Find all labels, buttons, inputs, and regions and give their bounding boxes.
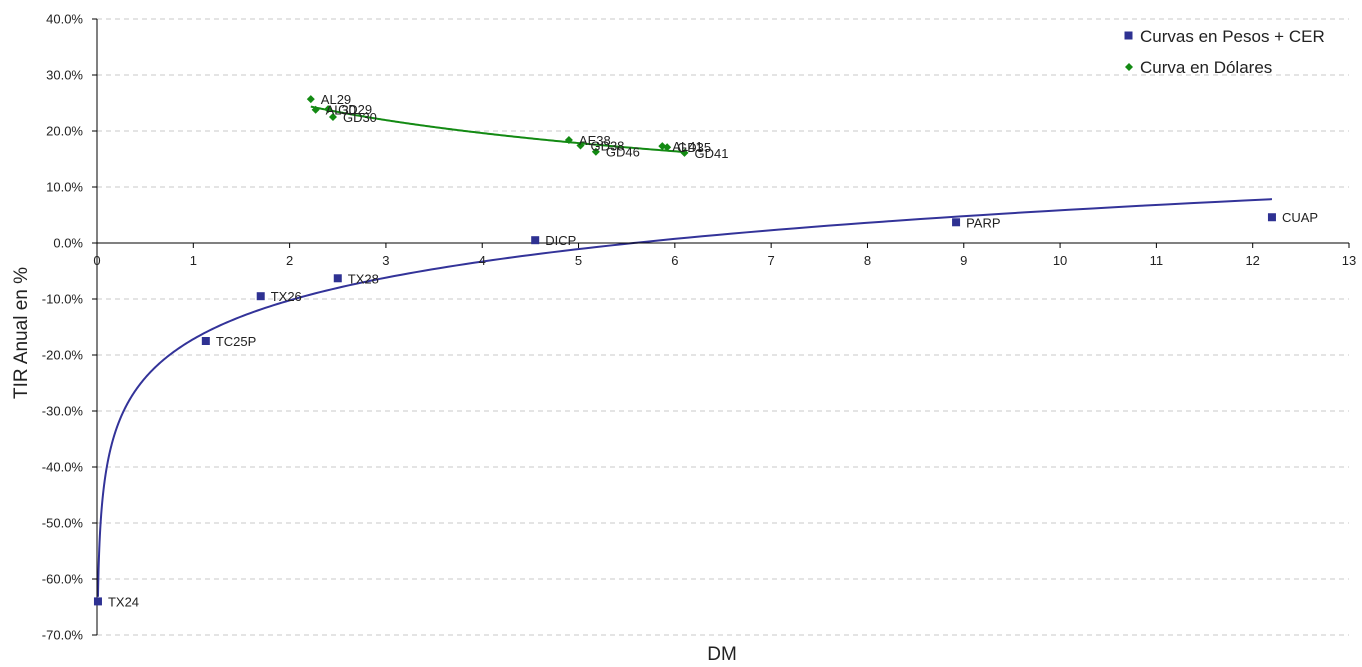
legend-marker-pesos-cer bbox=[1124, 31, 1133, 40]
x-tick-label: 8 bbox=[864, 253, 871, 268]
point-labels: TX24 TC25P TX26 TX28 DICP PARP CUAP AL29AL30GD2… bbox=[108, 92, 1318, 609]
y-tick-label: -40.0% bbox=[42, 460, 84, 475]
data-points bbox=[93, 95, 1276, 606]
point-label-tx24: TX24 bbox=[108, 594, 139, 609]
legend-label-pesos-cer: Curvas en Pesos + CER bbox=[1140, 27, 1325, 46]
point-label-ae38: AE38 bbox=[579, 133, 611, 148]
y-tick-label: 20.0% bbox=[46, 124, 83, 139]
point-label-tx28: TX28 bbox=[348, 271, 379, 286]
x-tick-label: 3 bbox=[382, 253, 389, 268]
point-tc25p bbox=[201, 337, 210, 345]
point-gd38 bbox=[576, 141, 585, 150]
point-label-parp: PARP bbox=[966, 215, 1000, 230]
x-tick-label: 11 bbox=[1150, 253, 1164, 268]
y-tick-label: -70.0% bbox=[42, 628, 84, 643]
point-gd29 bbox=[324, 105, 333, 114]
y-tick-label: 30.0% bbox=[46, 68, 83, 83]
legend: Curvas en Pesos + CER Curva en Dólares bbox=[1124, 27, 1325, 77]
point-gd41 bbox=[680, 148, 689, 157]
point-label-cuap: CUAP bbox=[1282, 210, 1318, 225]
point-tx28 bbox=[333, 274, 342, 283]
point-label-al41: AL41 bbox=[672, 139, 702, 154]
y-tick-label: 40.0% bbox=[46, 12, 83, 27]
point-label-gd46: GD46 bbox=[606, 145, 640, 160]
trendlines bbox=[96, 105, 1272, 597]
x-tick-label: 5 bbox=[575, 253, 582, 268]
point-tx24 bbox=[93, 597, 102, 606]
x-tick-label: 2 bbox=[286, 253, 293, 268]
tick-labels: 40.0% 30.0% 20.0% 10.0% 0.0% -10.0% -20.0% -30.… bbox=[42, 12, 1356, 643]
legend-marker-dolares bbox=[1125, 63, 1133, 71]
point-gd35 bbox=[663, 143, 672, 152]
x-tick-label: 0 bbox=[93, 253, 100, 268]
point-gd46 bbox=[591, 147, 600, 156]
x-axis-title: DM bbox=[707, 644, 737, 665]
y-tick-label: 10.0% bbox=[46, 180, 83, 195]
point-label-dicp: DICP bbox=[545, 233, 576, 248]
point-dicp bbox=[531, 236, 540, 245]
point-gd30 bbox=[328, 113, 337, 121]
y-tick-label: 0.0% bbox=[53, 236, 83, 251]
trendline-curva-en-d-lares bbox=[310, 105, 685, 154]
point-ae38 bbox=[564, 135, 573, 144]
x-tick-label: 1 bbox=[190, 253, 197, 268]
x-tick-label: 9 bbox=[960, 253, 967, 268]
y-tick-label: -20.0% bbox=[42, 348, 84, 363]
point-label-al30: AL30 bbox=[326, 103, 356, 118]
point-parp bbox=[952, 218, 961, 227]
x-tick-label: 12 bbox=[1245, 253, 1259, 268]
x-tick-label: 4 bbox=[479, 253, 486, 268]
y-tick-label: -30.0% bbox=[42, 404, 84, 419]
x-tick-label: 13 bbox=[1342, 253, 1356, 268]
y-tick-label: -60.0% bbox=[42, 572, 84, 587]
x-tick-label: 10 bbox=[1053, 253, 1067, 268]
point-label-tc25p: TC25P bbox=[216, 334, 256, 349]
point-cuap bbox=[1267, 213, 1276, 222]
point-al29 bbox=[306, 95, 315, 104]
grid-lines bbox=[97, 18, 1349, 636]
axes bbox=[92, 18, 1350, 636]
trendline-curvas-en-pesos-cer bbox=[96, 198, 1272, 597]
point-label-gd41: GD41 bbox=[694, 146, 728, 161]
point-label-al29: AL29 bbox=[321, 92, 351, 107]
y-axis-title: TIR Anual en % bbox=[11, 267, 32, 399]
point-label-gd29: GD29 bbox=[338, 102, 372, 117]
legend-label-dolares: Curva en Dólares bbox=[1140, 58, 1272, 77]
y-tick-label: -50.0% bbox=[42, 516, 84, 531]
point-label-gd30: GD30 bbox=[343, 110, 377, 125]
point-label-gd38: GD38 bbox=[590, 139, 624, 154]
point-al30 bbox=[311, 105, 320, 114]
point-tx26 bbox=[256, 292, 265, 301]
x-tick-label: 6 bbox=[671, 253, 678, 268]
point-label-tx26: TX26 bbox=[271, 289, 302, 304]
point-label-gd35: GD35 bbox=[677, 140, 711, 155]
x-tick-label: 7 bbox=[768, 253, 775, 268]
y-tick-label: -10.0% bbox=[42, 292, 84, 307]
